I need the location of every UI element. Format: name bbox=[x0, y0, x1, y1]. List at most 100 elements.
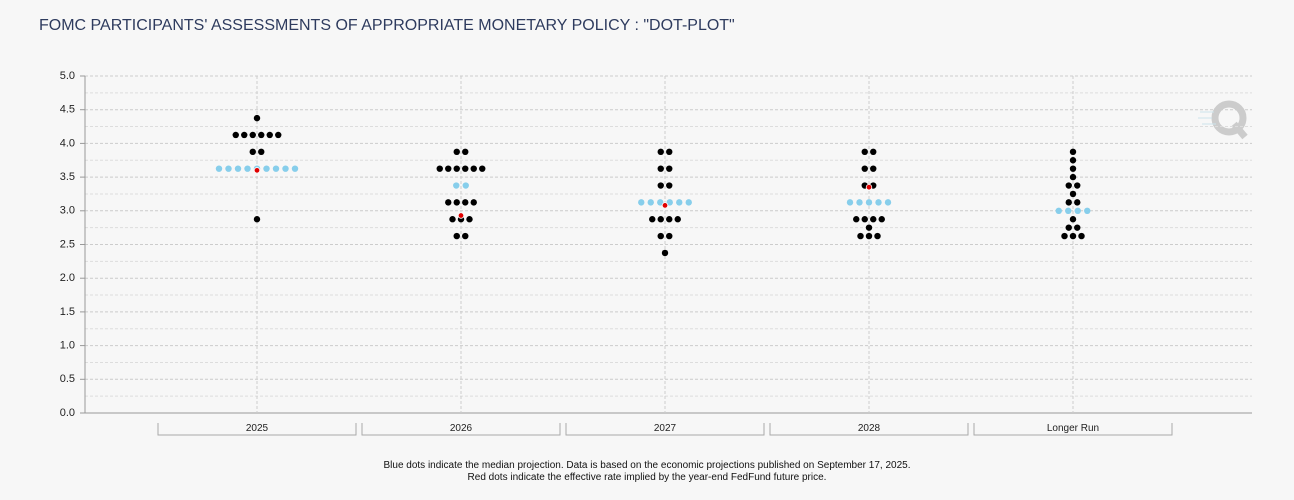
y-tick-label: 2.0 bbox=[60, 272, 75, 284]
dot bbox=[870, 165, 877, 172]
dot bbox=[870, 148, 877, 156]
dot bbox=[674, 216, 681, 223]
median-dot bbox=[1065, 207, 1072, 214]
median-dot bbox=[647, 199, 654, 206]
dot bbox=[853, 216, 860, 223]
dot bbox=[253, 114, 261, 122]
y-tick-label: 3.5 bbox=[60, 171, 75, 183]
median-dot bbox=[856, 199, 863, 206]
footnote: Red dots indicate the effective rate imp… bbox=[467, 472, 827, 483]
median-dot bbox=[263, 165, 270, 172]
dot bbox=[874, 232, 881, 240]
median-dot bbox=[291, 165, 299, 172]
median-dot bbox=[244, 165, 251, 172]
implied-rate-dot bbox=[661, 202, 669, 209]
dot bbox=[1074, 224, 1081, 231]
median-dot bbox=[215, 165, 223, 172]
dot bbox=[865, 224, 873, 231]
dot bbox=[241, 131, 248, 139]
median-dot bbox=[638, 199, 645, 206]
y-tick-label: 0.5 bbox=[60, 373, 75, 385]
dot bbox=[878, 216, 885, 223]
dot bbox=[462, 199, 469, 206]
dot bbox=[861, 148, 868, 156]
dot bbox=[1061, 232, 1068, 240]
dot bbox=[462, 148, 469, 156]
dot bbox=[1065, 199, 1072, 206]
dot bbox=[1074, 182, 1081, 189]
dot bbox=[1065, 224, 1072, 231]
dot bbox=[249, 148, 256, 156]
median-dot bbox=[676, 199, 683, 206]
category-bracket bbox=[157, 423, 357, 436]
dot bbox=[249, 131, 256, 139]
median-dot bbox=[225, 165, 232, 172]
median-dot bbox=[875, 199, 882, 206]
dot bbox=[1069, 173, 1077, 181]
dot bbox=[479, 165, 486, 172]
dot bbox=[453, 199, 460, 206]
median-dot bbox=[657, 199, 664, 206]
median-dot bbox=[1074, 207, 1081, 214]
y-tick-label: 4.5 bbox=[60, 104, 75, 116]
dot bbox=[253, 216, 261, 223]
dot bbox=[445, 165, 452, 172]
dot bbox=[666, 216, 673, 223]
dot bbox=[870, 216, 877, 223]
x-tick-label: 2026 bbox=[449, 423, 473, 434]
category-bracket bbox=[973, 423, 1173, 436]
median-dot bbox=[453, 182, 460, 189]
dot bbox=[436, 165, 443, 172]
dot bbox=[232, 131, 239, 139]
dot bbox=[1078, 232, 1085, 240]
dot bbox=[666, 182, 673, 189]
category-bracket bbox=[361, 423, 561, 436]
y-tick-label: 3.0 bbox=[60, 205, 75, 217]
x-tick-label: 2025 bbox=[245, 423, 269, 434]
dot bbox=[657, 232, 664, 240]
category-bracket bbox=[769, 423, 969, 436]
y-tick-label: 1.5 bbox=[60, 306, 75, 318]
chart-title: FOMC PARTICIPANTS' ASSESSMENTS OF APPROP… bbox=[39, 17, 735, 34]
dot bbox=[1069, 165, 1077, 172]
dot bbox=[666, 165, 673, 172]
y-tick-label: 5.0 bbox=[60, 70, 75, 82]
dot bbox=[449, 216, 456, 223]
dot bbox=[657, 216, 664, 223]
dot bbox=[1074, 199, 1081, 206]
dot bbox=[657, 165, 664, 172]
category-bracket bbox=[565, 423, 765, 436]
median-dot bbox=[272, 165, 280, 172]
median-dot bbox=[865, 199, 873, 206]
median-dot bbox=[282, 165, 289, 172]
implied-rate-dot bbox=[457, 212, 465, 219]
dot bbox=[657, 148, 664, 156]
dot bbox=[857, 232, 864, 240]
dot bbox=[1069, 157, 1077, 164]
dot bbox=[1069, 148, 1077, 156]
median-dot bbox=[1055, 207, 1062, 214]
dot bbox=[266, 131, 273, 139]
y-tick-label: 2.5 bbox=[60, 238, 75, 250]
dot bbox=[661, 249, 669, 257]
dot bbox=[861, 165, 868, 172]
y-tick-label: 1.0 bbox=[60, 340, 75, 352]
dot bbox=[462, 165, 469, 172]
implied-rate-dot bbox=[253, 167, 261, 174]
dot bbox=[865, 232, 873, 240]
dot bbox=[258, 148, 265, 156]
dot bbox=[666, 232, 673, 240]
dot bbox=[462, 232, 469, 240]
x-tick-label: 2027 bbox=[653, 423, 677, 434]
x-tick-label: Longer Run bbox=[1046, 423, 1100, 434]
dot bbox=[470, 199, 477, 206]
logo bbox=[1198, 100, 1248, 140]
y-tick-label: 4.0 bbox=[60, 137, 75, 149]
dot bbox=[466, 216, 473, 223]
dot bbox=[258, 131, 265, 139]
dot bbox=[453, 165, 460, 172]
dot bbox=[1065, 182, 1072, 189]
median-dot bbox=[884, 199, 892, 206]
dot bbox=[453, 232, 460, 240]
